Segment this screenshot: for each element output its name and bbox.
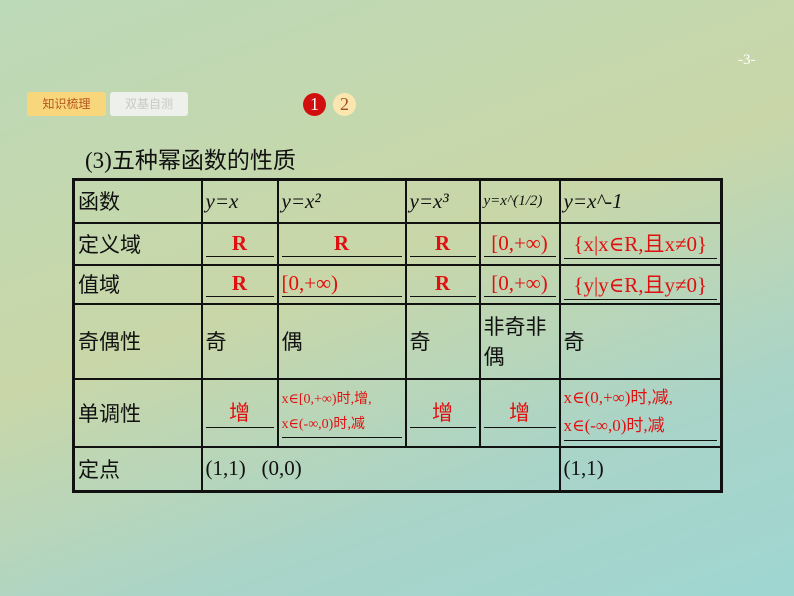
cell: 偶 [276,302,407,380]
row-label: 单调性 [72,377,203,448]
cell: R [205,231,274,257]
header-cell: y=x [200,178,279,224]
tab-self-test[interactable]: 双基自测 [110,92,188,116]
table-row: 定义域 R R R [0,+∞) {x|x∈R,且x≠0} [72,221,723,266]
tab-knowledge[interactable]: 知识梳理 [27,92,106,116]
row-label: 奇偶性 [72,302,203,380]
cell: R [281,231,402,257]
cell: 奇 [558,302,723,380]
cell: (1,1) (0,0) [200,445,561,493]
header-cell: y=x^(1/2) [478,178,561,224]
table-row: 单调性 增 x∈[0,+∞)时,增, x∈(-∞,0)时,减 增 增 x∈(0,+… [72,377,723,448]
table-row: 奇偶性 奇 偶 奇 非奇非偶 奇 [72,302,723,380]
row-label: 定点 [72,445,203,493]
cell: [0,+∞) [281,271,402,297]
cell: R [205,271,274,297]
cell: x∈(0,+∞)时,减, [563,388,673,407]
header-cell: y=x² [276,178,407,224]
cell: 非奇非偶 [478,302,561,380]
section-title: (3)五种幂函数的性质 [85,148,296,173]
cell: 奇 [200,302,279,380]
cell: x∈(-∞,0)时,减 [563,412,717,441]
fixed-point-2: (0,0) [261,456,302,481]
page-number: -3- [738,52,756,68]
page-2-button[interactable]: 2 [333,93,356,116]
table-row: 函数 y=x y=x² y=x³ y=x^(1/2) y=x^-1 [72,178,723,224]
cell: 增 [205,397,274,428]
cell: x∈[0,+∞)时,增, [281,392,372,407]
cell: (1,1) [558,445,723,493]
cell: R [409,231,476,257]
cell: 增 [483,397,556,428]
cell: {y|y∈R,且y≠0} [563,269,717,300]
header-cell: y=x³ [404,178,481,224]
cell: R [409,271,476,297]
cell: {x|x∈R,且x≠0} [563,228,717,259]
header-cell: y=x^-1 [558,178,723,224]
row-label: 值域 [72,263,203,305]
header-cell: 函数 [72,178,203,224]
table-row: 定点 (1,1) (0,0) (1,1) [72,445,723,493]
cell: [0,+∞) [483,231,556,257]
row-label: 定义域 [72,221,203,266]
table-row: 值域 R [0,+∞) R [0,+∞) {y|y∈R,且y≠0} [72,263,723,305]
fixed-point-1: (1,1) [205,456,246,481]
power-function-table: 函数 y=x y=x² y=x³ y=x^(1/2) y=x^-1 定义域 R … [72,178,723,493]
cell: 增 [409,397,476,428]
cell: [0,+∞) [483,271,556,297]
page-1-button[interactable]: 1 [303,93,326,116]
cell: x∈(-∞,0)时,减 [281,412,402,438]
cell: 奇 [404,302,481,380]
